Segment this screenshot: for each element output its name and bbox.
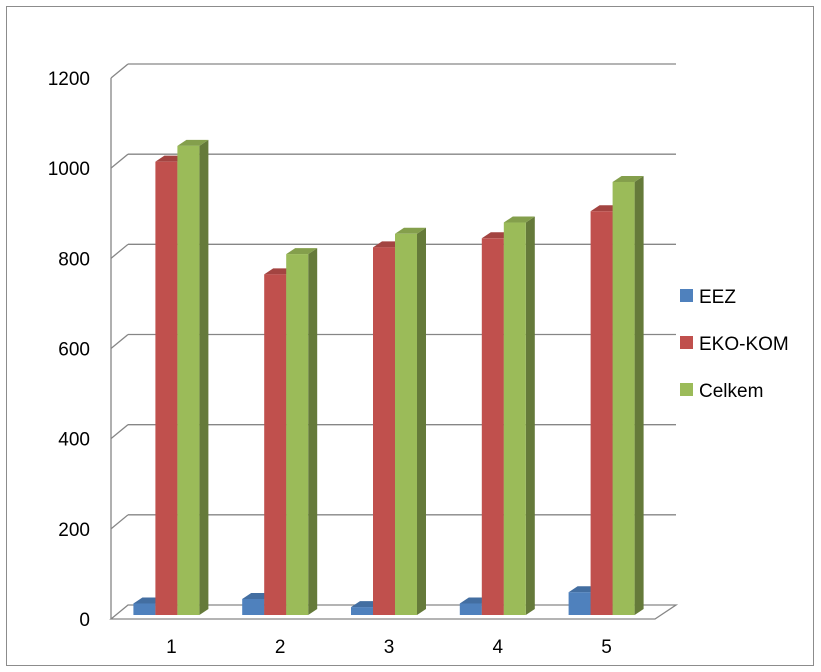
y-axis-ticks: 0 200 400 600 800 1000 1200 bbox=[48, 69, 90, 631]
bar-side-celkem bbox=[308, 248, 318, 615]
y-tick-label: 0 bbox=[79, 610, 90, 631]
bar-celkem bbox=[612, 181, 635, 615]
gridline-depth bbox=[110, 514, 129, 530]
gridline-depth bbox=[110, 424, 129, 440]
floor bbox=[109, 604, 679, 620]
legend-swatch-celkem bbox=[680, 383, 693, 396]
y-tick-label: 1000 bbox=[48, 159, 90, 180]
x-tick-label: 4 bbox=[493, 637, 504, 658]
x-tick-label: 3 bbox=[384, 637, 395, 658]
bar-eez bbox=[242, 598, 265, 615]
bar-side-celkem bbox=[199, 139, 209, 616]
legend-swatch-eko-kom bbox=[680, 336, 693, 349]
x-tick-label: 5 bbox=[601, 637, 612, 658]
legend-swatch-eez bbox=[680, 289, 693, 302]
bar-celkem bbox=[503, 222, 526, 616]
bar-eko-kom bbox=[155, 161, 178, 616]
y-tick-label: 400 bbox=[58, 430, 90, 451]
bar-side-celkem bbox=[417, 227, 426, 615]
gridline-depth bbox=[110, 333, 129, 350]
bar-eko-kom bbox=[373, 247, 395, 616]
bar-eko-kom bbox=[481, 238, 504, 616]
bar-celkem bbox=[286, 254, 309, 615]
legend-label-celkem: Celkem bbox=[699, 381, 763, 402]
legend-label-eez: EEZ bbox=[699, 287, 736, 308]
bar-eko-kom bbox=[264, 274, 287, 615]
bar-eez bbox=[133, 603, 156, 615]
gridline-depth bbox=[110, 63, 129, 79]
y-tick-label: 600 bbox=[58, 340, 90, 361]
x-axis-ticks: 1 2 3 4 5 bbox=[166, 637, 612, 658]
bar-top-celkem bbox=[177, 139, 209, 146]
bar-celkem bbox=[177, 145, 200, 616]
bar-top-celkem bbox=[395, 227, 426, 234]
bar-eez bbox=[351, 607, 373, 615]
gridline-depth bbox=[110, 153, 129, 169]
x-tick-label: 2 bbox=[275, 637, 286, 658]
legend: EEZ EKO-KOM Celkem bbox=[680, 287, 789, 402]
legend-label-eko-kom: EKO-KOM bbox=[699, 334, 789, 355]
bar-top-celkem bbox=[612, 175, 644, 182]
bars bbox=[133, 139, 644, 616]
bar-eko-kom bbox=[590, 211, 613, 615]
y-tick-label: 1200 bbox=[48, 69, 90, 90]
gridline-depth bbox=[110, 243, 129, 259]
bar-top-celkem bbox=[503, 216, 535, 223]
bar-side-celkem bbox=[634, 175, 644, 615]
y-tick-label: 800 bbox=[58, 249, 90, 270]
bar-top-celkem bbox=[286, 248, 318, 255]
bar-eez bbox=[568, 592, 591, 615]
bar-side-celkem bbox=[525, 216, 535, 616]
bar-eez bbox=[459, 603, 482, 615]
y-tick-label: 200 bbox=[58, 520, 90, 541]
bar-celkem bbox=[395, 233, 417, 615]
x-tick-label: 1 bbox=[166, 637, 177, 658]
